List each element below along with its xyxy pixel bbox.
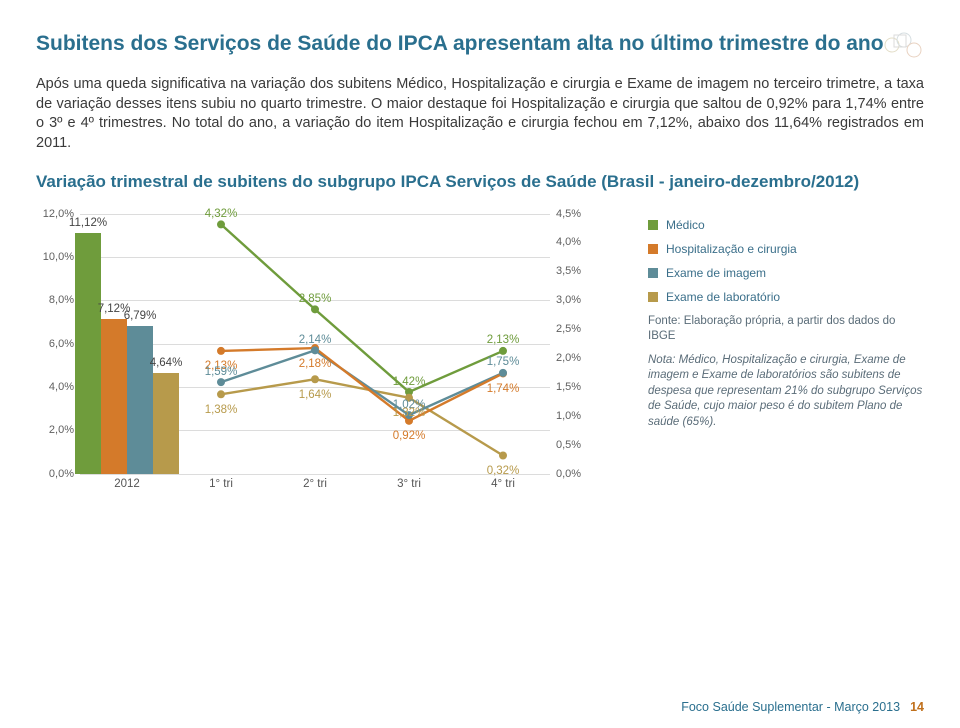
page-number: 14 xyxy=(910,700,924,714)
marker xyxy=(217,390,225,398)
chart-container: 0,0%2,0%4,0%6,0%8,0%10,0%12,0% 11,12%7,1… xyxy=(36,214,624,514)
y-right-tick: 2,5% xyxy=(556,323,581,335)
line-label: 2,85% xyxy=(299,293,332,305)
line-hospitalização-e-cirurgia xyxy=(221,348,503,421)
chart-title: Variação trimestral de subitens do subgr… xyxy=(36,172,924,192)
line-label: 1,59% xyxy=(205,366,238,378)
legend-item: Hospitalização e cirurgia xyxy=(648,242,924,256)
line-label: 1,38% xyxy=(205,404,238,416)
legend-label: Exame de laboratório xyxy=(666,290,780,304)
y-right-tick: 3,0% xyxy=(556,294,581,306)
legend-label: Exame de imagem xyxy=(666,266,766,280)
line-label: 4,32% xyxy=(205,208,238,220)
x-axis: 2012 1° tri 2° tri 3° tri 4° tri xyxy=(80,478,550,498)
footer-text: Foco Saúde Suplementar - Março 2013 xyxy=(681,700,900,714)
line-label: 0,32% xyxy=(487,465,520,477)
line-label: 1,32% xyxy=(393,407,426,419)
x-tick: 3° tri xyxy=(397,478,421,490)
marker xyxy=(217,346,225,354)
x-tick: 2° tri xyxy=(303,478,327,490)
y-left-tick: 10,0% xyxy=(43,251,74,263)
x-tick: 1° tri xyxy=(209,478,233,490)
y-left-tick: 6,0% xyxy=(49,338,74,350)
marker xyxy=(311,305,319,313)
line-label: 1,75% xyxy=(487,356,520,368)
y-left-tick: 2,0% xyxy=(49,424,74,436)
legend-list: Médico Hospitalização e cirurgia Exame de … xyxy=(648,218,924,304)
marker xyxy=(217,220,225,228)
fonte-text: Fonte: Elaboração própria, a partir dos … xyxy=(648,314,924,345)
x-tick: 2012 xyxy=(114,478,140,490)
line-label: 1,64% xyxy=(299,389,332,401)
corner-ornament xyxy=(884,30,924,60)
y-right-tick: 1,0% xyxy=(556,410,581,422)
chart-row: 0,0%2,0%4,0%6,0%8,0%10,0%12,0% 11,12%7,1… xyxy=(36,214,924,514)
legend-block: Médico Hospitalização e cirurgia Exame de … xyxy=(624,214,924,431)
y-right-tick: 3,5% xyxy=(556,265,581,277)
line-label: 2,14% xyxy=(299,334,332,346)
y-right-tick: 2,0% xyxy=(556,352,581,364)
marker xyxy=(217,378,225,386)
line-label: 0,92% xyxy=(393,430,426,442)
line-label: 2,13% xyxy=(487,334,520,346)
line-label: 2,18% xyxy=(299,358,332,370)
legend-swatch xyxy=(648,292,658,302)
page-footer: Foco Saúde Suplementar - Março 2013 14 xyxy=(681,700,924,714)
y-axis-right: 0,0%0,5%1,0%1,5%2,0%2,5%3,0%3,5%4,0%4,5% xyxy=(550,214,594,474)
y-left-tick: 0,0% xyxy=(49,468,74,480)
legend-swatch xyxy=(648,268,658,278)
line-exame-de-imagem xyxy=(221,350,503,415)
marker xyxy=(499,368,507,376)
legend-swatch xyxy=(648,220,658,230)
y-left-tick: 8,0% xyxy=(49,294,74,306)
legend-item: Exame de imagem xyxy=(648,266,924,280)
page-title: Subitens dos Serviços de Saúde do IPCA a… xyxy=(36,30,924,57)
y-left-tick: 4,0% xyxy=(49,381,74,393)
line-label: 1,42% xyxy=(393,376,426,388)
line-label: 1,74% xyxy=(487,383,520,395)
y-axis-left: 0,0%2,0%4,0%6,0%8,0%10,0%12,0% xyxy=(36,214,80,474)
y-right-tick: 0,0% xyxy=(556,468,581,480)
marker xyxy=(499,346,507,354)
marker xyxy=(311,375,319,383)
legend-swatch xyxy=(648,244,658,254)
y-right-tick: 4,0% xyxy=(556,236,581,248)
plot-area: 11,12%7,12%6,79%4,64%4,32%2,85%1,42%2,13… xyxy=(80,214,550,474)
marker xyxy=(499,451,507,459)
y-right-tick: 1,5% xyxy=(556,381,581,393)
legend-item: Exame de laboratório xyxy=(648,290,924,304)
x-tick: 4° tri xyxy=(491,478,515,490)
marker xyxy=(311,346,319,354)
nota-text: Nota: Médico, Hospitalização e cirurgia,… xyxy=(648,353,924,431)
y-right-tick: 4,5% xyxy=(556,208,581,220)
legend-item: Médico xyxy=(648,218,924,232)
legend-label: Médico xyxy=(666,218,705,232)
y-right-tick: 0,5% xyxy=(556,439,581,451)
legend-label: Hospitalização e cirurgia xyxy=(666,242,797,256)
intro-paragraph: Após uma queda significativa na variação… xyxy=(36,75,924,153)
